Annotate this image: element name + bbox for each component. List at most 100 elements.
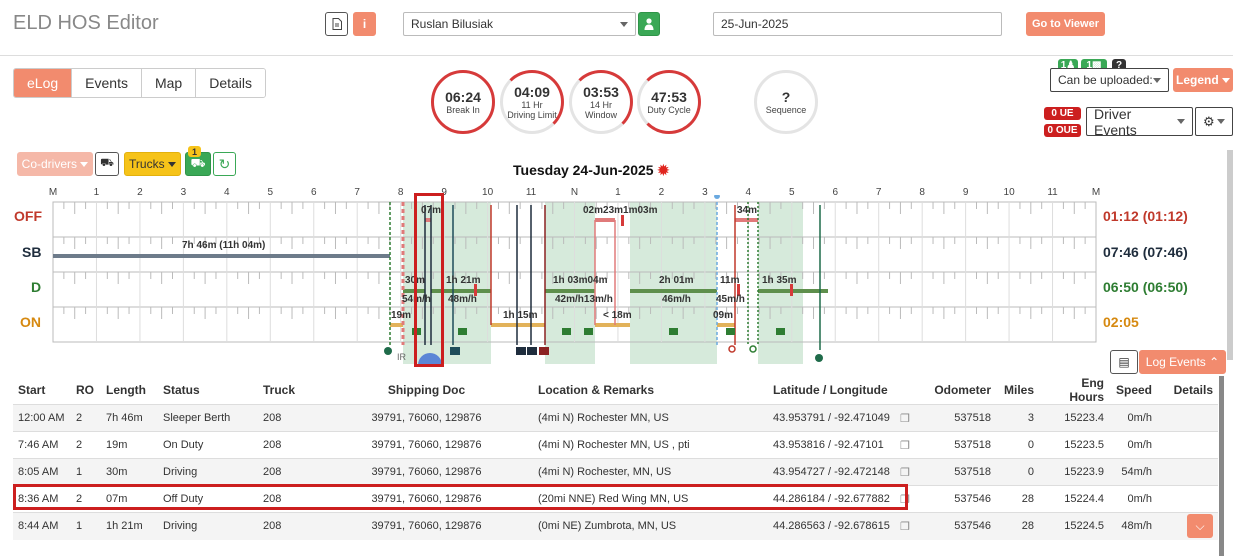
col-odometer[interactable]: Odometer: [934, 383, 991, 397]
cell-miles: 28: [996, 512, 1039, 540]
date-field[interactable]: 25-Jun-2025: [713, 12, 1002, 36]
cell-details: [1157, 431, 1218, 459]
info-button[interactable]: i: [353, 12, 376, 36]
settings-select[interactable]: ⚙: [1195, 107, 1233, 136]
col-ro[interactable]: RO: [76, 383, 94, 397]
gauge-label-2: Driving Limit: [507, 109, 557, 120]
cell-latlon: 43.953816 / -92.47101: [768, 431, 895, 459]
expand-row-button[interactable]: ⌵: [1187, 514, 1213, 539]
gauge-value: ?: [781, 88, 791, 105]
co-drivers-button[interactable]: Co-drivers: [17, 152, 93, 176]
cell-odometer: 537518: [923, 431, 996, 459]
cell-status: On Duty: [158, 431, 258, 459]
comment-button[interactable]: ▤: [1110, 350, 1138, 374]
cell-start: 12:00 AM: [13, 404, 71, 432]
total-sb: 07:46 (07:46): [1103, 244, 1188, 260]
on-1h15m-label: 1h 15m: [503, 310, 538, 321]
gauge-label: Break In: [446, 104, 480, 115]
go-to-viewer-button[interactable]: Go to Viewer: [1026, 12, 1105, 36]
col-truck[interactable]: Truck: [263, 383, 296, 397]
gauge-label: 14 Hr: [589, 99, 612, 110]
d-1h35m-label: 1h 35m: [762, 275, 797, 286]
gauge-label-2: Window: [584, 109, 617, 120]
hour-label: 8: [919, 187, 925, 198]
log-events-button[interactable]: Log Events ⌃: [1139, 350, 1226, 374]
row-selection-highlight: [13, 484, 908, 510]
log-events-table: Start RO Length Status Truck Shipping Do…: [13, 376, 1218, 540]
chart-date-text: Tuesday 24-Jun-2025: [513, 162, 654, 178]
chevron-down-icon: [1153, 77, 1161, 83]
cell-eng-hours: 15223.5: [1039, 431, 1109, 459]
tab-elog[interactable]: eLog: [14, 69, 73, 97]
chart-scrollbar[interactable]: [1227, 150, 1233, 360]
cell-length: 30m: [101, 458, 158, 486]
speed-46-label: 46m/h: [662, 294, 691, 305]
cell-odometer: 537518: [923, 404, 996, 432]
on-lt18-label: < 18m: [603, 310, 632, 321]
truck-icon: ⛟: [100, 157, 114, 169]
on-09m-label: 09m: [713, 310, 734, 321]
cell-latlon: 43.953791 / -92.471049: [768, 404, 895, 432]
status-label-off: OFF: [14, 208, 42, 224]
col-details[interactable]: Details: [1173, 383, 1213, 397]
col-shipping-doc[interactable]: Shipping Doc: [387, 383, 466, 397]
off-cluster-label: 02m23m1m03m: [583, 205, 658, 216]
gauge-value: 06:24: [445, 88, 481, 105]
col-latlon[interactable]: Latitude / Longitude: [773, 383, 888, 397]
tab-map[interactable]: Map: [141, 69, 197, 97]
copy-icon[interactable]: ❐: [900, 493, 910, 506]
col-status[interactable]: Status: [163, 383, 200, 397]
co-drivers-label: Co-drivers: [21, 157, 77, 171]
view-tabs: eLog Events Map Details: [13, 68, 266, 98]
copy-icon[interactable]: ❐: [900, 520, 910, 533]
upload-select[interactable]: Can be uploaded:: [1050, 68, 1169, 92]
total-d: 06:50 (06:50): [1103, 279, 1188, 295]
document-button[interactable]: [325, 12, 348, 36]
col-speed[interactable]: Speed: [1115, 383, 1152, 397]
driver-select[interactable]: Ruslan Bilusiak: [403, 12, 636, 36]
driver-profile-button[interactable]: [638, 12, 660, 36]
refresh-button[interactable]: ↻: [213, 152, 236, 176]
copy-icon[interactable]: ❐: [900, 466, 910, 479]
col-eng-hours[interactable]: Eng Hours: [1069, 376, 1104, 404]
copy-icon[interactable]: ❐: [900, 439, 910, 452]
cell-truck: 208: [258, 404, 320, 432]
hour-label: 1: [93, 187, 100, 198]
d-1h21m-label: 1h 21m: [446, 275, 481, 286]
tab-events[interactable]: Events: [72, 69, 142, 97]
cell-miles: 28: [996, 485, 1039, 513]
col-miles[interactable]: Miles: [1003, 383, 1034, 397]
cell-speed: 48m/h: [1109, 512, 1157, 540]
table-row[interactable]: 8:05 AM 1 30m Driving 208 39791, 76060, 12987…: [13, 458, 1218, 486]
cell-location: (4mi N) Rochester MN, US , pti: [533, 431, 768, 459]
hour-label: 1: [615, 187, 621, 198]
hour-label: 7: [875, 187, 882, 198]
driver-events-select[interactable]: Driver Events: [1086, 106, 1193, 138]
col-length[interactable]: Length: [106, 383, 146, 397]
status-label-d: D: [31, 279, 42, 295]
legend-button[interactable]: Legend: [1173, 68, 1233, 92]
table-row[interactable]: 12:00 AM 2 7h 46m Sleeper Berth 208 39791, 76…: [13, 404, 1218, 432]
table-row[interactable]: 8:44 AM 1 1h 21m Driving 208 39791, 76060, 12…: [13, 512, 1218, 540]
d-1h03m-label: 1h 03m04m: [553, 275, 608, 286]
cell-status: Sleeper Berth: [158, 404, 258, 432]
cell-length: 7h 46m: [101, 404, 158, 432]
truck-view-button[interactable]: ⛟: [95, 152, 119, 176]
cell-copy: ❐: [895, 431, 923, 459]
trucks-label: Trucks: [129, 157, 165, 171]
cell-speed: 0m/h: [1109, 485, 1157, 513]
copy-icon[interactable]: ❐: [900, 412, 910, 425]
chevron-down-icon: [1217, 119, 1225, 124]
table-scrollbar[interactable]: [1219, 376, 1224, 556]
cell-speed: 54m/h: [1109, 458, 1157, 486]
col-location[interactable]: Location & Remarks: [538, 383, 655, 397]
legend-label: Legend: [1175, 73, 1219, 87]
cell-truck: 208: [258, 512, 320, 540]
table-row[interactable]: 7:46 AM 2 19m On Duty 208 39791, 76060, 12987…: [13, 431, 1218, 459]
col-start[interactable]: Start: [18, 383, 46, 397]
cell-shipping-doc: 39791, 76060, 129876: [320, 431, 533, 459]
driving-limit-gauge: 04:09 11 Hr Driving Limit: [500, 70, 564, 134]
tab-details[interactable]: Details: [196, 69, 265, 97]
trucks-button[interactable]: Trucks: [124, 152, 181, 176]
cell-truck: 208: [258, 458, 320, 486]
